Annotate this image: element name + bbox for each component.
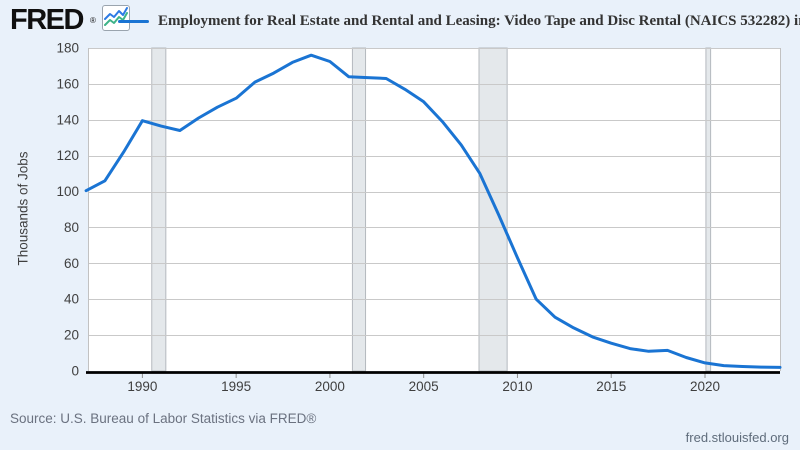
y-tick-label: 100 <box>56 184 79 199</box>
legend-row: Employment for Real Estate and Rental an… <box>118 10 800 32</box>
recession-band <box>478 47 508 372</box>
source-attribution: Source: U.S. Bureau of Labor Statistics … <box>10 411 317 426</box>
recession-band <box>151 47 167 372</box>
recession-band <box>351 47 367 372</box>
x-tick-label: 2010 <box>502 379 532 394</box>
x-tick-label: 2000 <box>315 379 345 394</box>
registered-trademark: ® <box>89 15 96 25</box>
x-tick-label: 1995 <box>221 379 251 394</box>
y-tick-label: 20 <box>64 328 79 343</box>
fred-logo: FRED ® <box>10 5 130 36</box>
employment-series-line <box>84 53 782 369</box>
x-tick-label: 2020 <box>690 379 720 394</box>
y-tick-label: 180 <box>56 41 79 56</box>
y-tick-label: 60 <box>64 256 79 271</box>
y-tick-label: 80 <box>64 220 79 235</box>
plot-area <box>88 48 780 371</box>
y-tick-label: 120 <box>56 148 79 163</box>
fred-sparkline-icon <box>101 5 130 36</box>
x-tick-label: 2005 <box>409 379 439 394</box>
fred-site-text: fred.stlouisfed.org <box>685 430 789 445</box>
x-tick-label: 1990 <box>127 379 157 394</box>
y-tick-label: 0 <box>71 364 79 379</box>
y-tick-label: 40 <box>64 292 79 307</box>
x-tick-label: 2015 <box>596 379 626 394</box>
recession-band <box>705 47 712 372</box>
y-tick-label: 160 <box>56 76 79 91</box>
legend-line-swatch <box>118 19 149 23</box>
y-axis-title: Thousands of Jobs <box>15 151 31 266</box>
chart-title: Employment for Real Estate and Rental an… <box>158 12 800 29</box>
y-tick-label: 140 <box>56 112 79 127</box>
fred-logo-text: FRED <box>10 4 84 36</box>
